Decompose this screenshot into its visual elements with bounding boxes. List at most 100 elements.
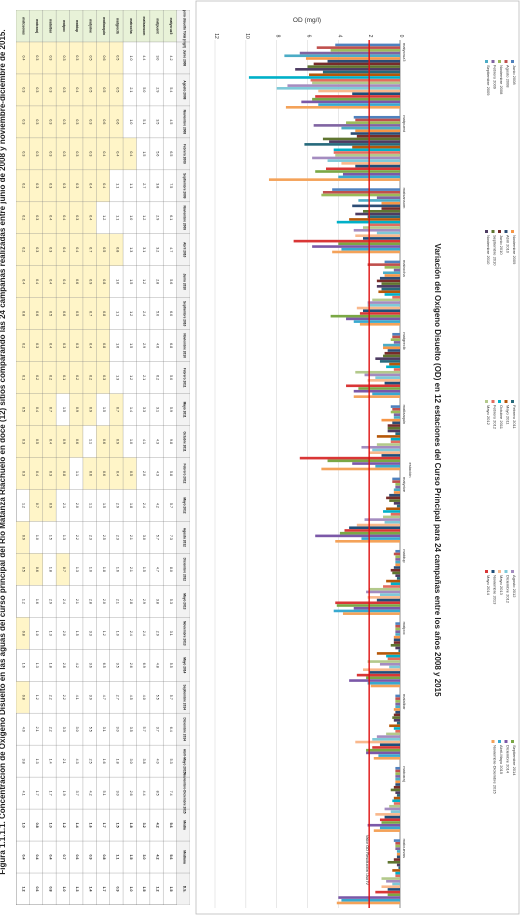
bar-matdup-12 — [390, 582, 400, 586]
table-cell-0-12: 9.8 — [169, 439, 173, 444]
table-low-cell-10-16 — [29, 553, 43, 586]
bar-matpuent-0 — [353, 115, 400, 119]
table-cell-3-17: 2.8 — [129, 599, 133, 604]
table-cell-10-9: 0.3 — [35, 343, 39, 348]
table-cell-2-7: 1.2 — [142, 279, 146, 284]
bar-matpoc-5 — [393, 635, 400, 639]
table-low-cell-10-11 — [29, 393, 43, 426]
table-station-cell-matyrive — [82, 10, 97, 42]
table-cell-9-16: 1.8 — [48, 567, 52, 572]
table-cell-3-12: 1.0 — [129, 439, 133, 444]
bar-matlaaquin-22 — [375, 464, 400, 468]
table-cell-2-18: 2.4 — [142, 631, 146, 636]
bar-matrocha-15 — [367, 301, 400, 304]
table-cell-6-18: 3.3 — [89, 631, 93, 636]
table-cell-5-7: 0.8 — [102, 279, 106, 284]
bar-matdup-14 — [369, 587, 400, 591]
bar-matrocha-7 — [376, 279, 400, 283]
bar-matcuevas-15 — [386, 879, 400, 883]
bar-matycruz3-14 — [312, 81, 400, 85]
bar-matycruz3-17 — [318, 89, 400, 93]
table-stat-5-2: 1.7 — [102, 887, 106, 892]
table-low-cell-10-8 — [29, 297, 43, 330]
table-low-cell-8-9 — [56, 329, 70, 362]
bar-matlaaquin-13 — [390, 440, 400, 444]
table-col-header-17: Mayo 2013 — [182, 593, 186, 609]
table-low-cell-8-4 — [56, 169, 70, 202]
table-low-cell-9-7 — [42, 265, 57, 298]
table-cell-4-2: 0.6 — [115, 119, 119, 124]
category-label-matpoc: matpoc — [402, 622, 407, 635]
bar-matpoc-1 — [395, 624, 400, 628]
bar-matrocha-21 — [346, 317, 400, 321]
legend-swatch-1 — [504, 60, 508, 63]
bar-matalbar-6 — [395, 710, 400, 714]
table-cell-6-9: 0.4 — [89, 343, 93, 348]
legend-swatch-7 — [498, 230, 501, 233]
bar-matalbar-11 — [389, 724, 400, 728]
bar-matcuevas-16 — [392, 882, 400, 886]
bar-matpoc-6 — [393, 638, 400, 642]
bar-matycruz3-20 — [312, 97, 400, 101]
table-cell-7-9: 0.3 — [75, 343, 79, 348]
table-cell-4-16: 1.6 — [115, 567, 119, 572]
table-cell-8-6: 0.4 — [62, 247, 66, 252]
bar-matpoc-14 — [367, 660, 400, 663]
table-col-header-13: Febrero 2012 — [182, 464, 186, 484]
table-cell-11-5: 0.2 — [22, 215, 26, 220]
table-cell-5-3: 0.4 — [102, 151, 106, 156]
legend-label-22: Abril-Mayo 2015 — [499, 745, 504, 775]
bar-matpuent-2 — [346, 121, 400, 124]
bar-matgreclb-19 — [346, 384, 400, 388]
bar-matycruz3-2 — [330, 49, 400, 52]
bar-matpoc-3 — [395, 630, 400, 634]
table-cell-0-23: 7.4 — [169, 791, 173, 796]
legend-swatch-3 — [491, 60, 495, 63]
bar-matlaaquin-5 — [381, 418, 400, 422]
legend-label-8: Septiembre 2010 — [493, 235, 498, 266]
table-cell-6-14: 1.1 — [89, 503, 93, 508]
table-cell-2-0: 4.4 — [142, 55, 146, 60]
bar-matyrive-5 — [393, 491, 400, 494]
table-cell-7-8: 0.5 — [75, 311, 79, 316]
table-cell-2-10: 2.1 — [142, 375, 146, 380]
table-cell-5-20: 4.7 — [102, 695, 106, 700]
bar-matrocha-9 — [376, 285, 400, 288]
table-cell-0-4: 7.5 — [169, 183, 173, 188]
table-cell-4-22: 1.8 — [115, 759, 119, 764]
bar-matrocha-3 — [393, 268, 400, 272]
bar-matlaaquin-19 — [299, 456, 400, 460]
table-low-cell-7-1 — [69, 73, 83, 106]
table-station-matsansom: matsansom — [142, 17, 146, 36]
table-cell-8-14: 2.1 — [62, 503, 66, 508]
bar-matyrive-0 — [392, 477, 400, 481]
table-cell-8-22: 2.1 — [62, 759, 66, 764]
table-cell-11-14: 1.2 — [22, 503, 26, 508]
bar-matcaraj-5 — [395, 780, 400, 784]
table-cell-7-14: 2.0 — [75, 503, 79, 508]
bar-matsansom-9 — [355, 212, 400, 216]
table-cell-1-20: 5.5 — [156, 695, 160, 700]
table-cell-9-0: 0.3 — [48, 55, 52, 60]
table-cell-2-13: 2.0 — [142, 471, 146, 476]
table-cell-10-21: 2.1 — [35, 727, 39, 732]
bar-matsansom-13 — [369, 223, 400, 227]
legend-swatch-17 — [498, 570, 501, 573]
table-low-cell-9-0 — [42, 41, 57, 74]
table-cell-6-4: 0.4 — [89, 183, 93, 188]
table-low-cell-6-10 — [82, 361, 97, 394]
table-low-cell-9-8 — [42, 297, 57, 330]
table-cell-0-2: 4.5 — [169, 119, 173, 124]
table-cell-5-13: 0.6 — [102, 471, 106, 476]
table-low-cell-6-8 — [82, 297, 97, 330]
table-cell-2-21: 5.7 — [142, 727, 146, 732]
table-cell-1-18: 2.9 — [156, 631, 160, 636]
table-cell-1-17: 3.8 — [156, 599, 160, 604]
bar-matpuent-8 — [322, 137, 400, 141]
bar-matyrive-6 — [389, 493, 400, 497]
table-low-cell-10-9 — [29, 329, 43, 362]
legend-swatch-0 — [511, 60, 514, 63]
table-cell-0-16: 8.0 — [169, 567, 173, 572]
table-cell-3-21: 3.5 — [129, 727, 133, 732]
table-low-cell-8-6 — [56, 233, 70, 266]
